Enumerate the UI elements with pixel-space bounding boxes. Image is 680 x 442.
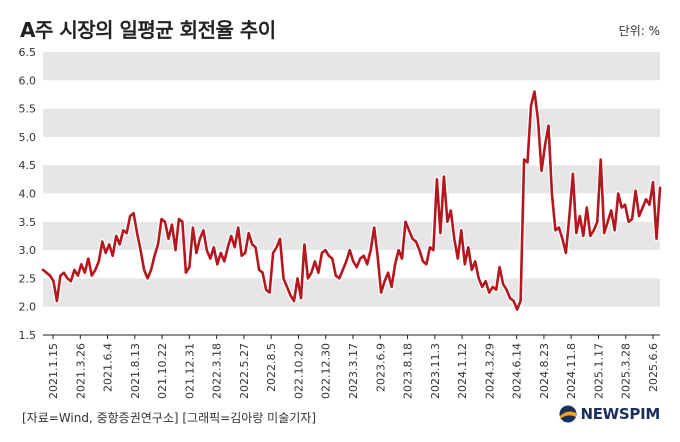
x-tick-label: 2023.6.9	[374, 343, 387, 392]
x-tick-label: 2021.12.31	[183, 343, 196, 400]
x-tick-label: 2022.10.20	[292, 343, 305, 400]
x-tick-label: 2025.1.17	[592, 343, 605, 399]
y-tick-label: 2.0	[19, 301, 37, 314]
y-tick-label: 5.5	[19, 103, 37, 116]
x-tick-label: 2024.8.23	[538, 343, 551, 399]
y-tick-label: 3.5	[19, 216, 37, 229]
y-tick-label: 6.0	[19, 74, 37, 87]
grid-band	[43, 108, 660, 137]
unit-label: 단위: %	[618, 24, 660, 38]
source-caption: [자료=Wind, 중항증권연구소] [그래픽=김아랑 미술기자]	[22, 411, 317, 425]
newspim-logo-text: NEWSPIM	[580, 405, 660, 423]
x-tick-label: 2024.3.29	[483, 343, 496, 399]
x-tick-label: 2021.6.4	[102, 343, 115, 392]
x-tick-label: 2022.8.5	[265, 343, 278, 392]
grid-band	[43, 278, 660, 307]
x-tick-label: 2025.6.6	[647, 343, 660, 392]
x-tick-label: 2022.12.30	[320, 343, 333, 400]
x-tick-label: 2023.8.18	[402, 343, 415, 399]
y-tick-label: 2.5	[19, 272, 37, 285]
x-tick-label: 2023.11.3	[429, 343, 442, 399]
x-tick-label: 2024.6.14	[511, 343, 524, 399]
y-tick-label: 3.0	[19, 244, 37, 257]
x-tick-label: 2021.10.22	[156, 343, 169, 400]
x-tick-label: 2023.3.17	[347, 343, 360, 399]
x-tick-label: 2024.1.12	[456, 343, 469, 399]
x-tick-label: 2022.5.27	[238, 343, 251, 399]
y-tick-label: 1.5	[19, 329, 37, 342]
series-line	[41, 90, 662, 311]
x-tick-label: 2021.8.13	[129, 343, 142, 399]
x-tick-label: 2025.3.28	[620, 343, 633, 399]
grid-band	[43, 165, 660, 194]
grid-band	[43, 52, 660, 81]
turnover-line-chart: 1.5 2.0 2.5 3.0 3.5 4.0 4.5 5.0 5.5 6.0 6.5 2021.1.…	[19, 46, 663, 400]
y-tick-label: 5.0	[19, 131, 37, 144]
y-tick-label: 6.5	[19, 46, 37, 59]
x-tick-label: 2024.11.8	[565, 343, 578, 399]
y-tick-label: 4.0	[19, 188, 37, 201]
newspim-logo: NEWSPIM	[559, 405, 660, 423]
x-tick-label: 2021.3.26	[74, 343, 87, 399]
newspim-globe-icon	[559, 405, 577, 423]
y-tick-label: 4.5	[19, 159, 37, 172]
chart-title: A주 시장의 일평균 회전율 추이	[20, 18, 276, 42]
x-tick-label: 2022.3.18	[211, 343, 224, 399]
x-tick-label: 2021.1.15	[47, 343, 60, 399]
